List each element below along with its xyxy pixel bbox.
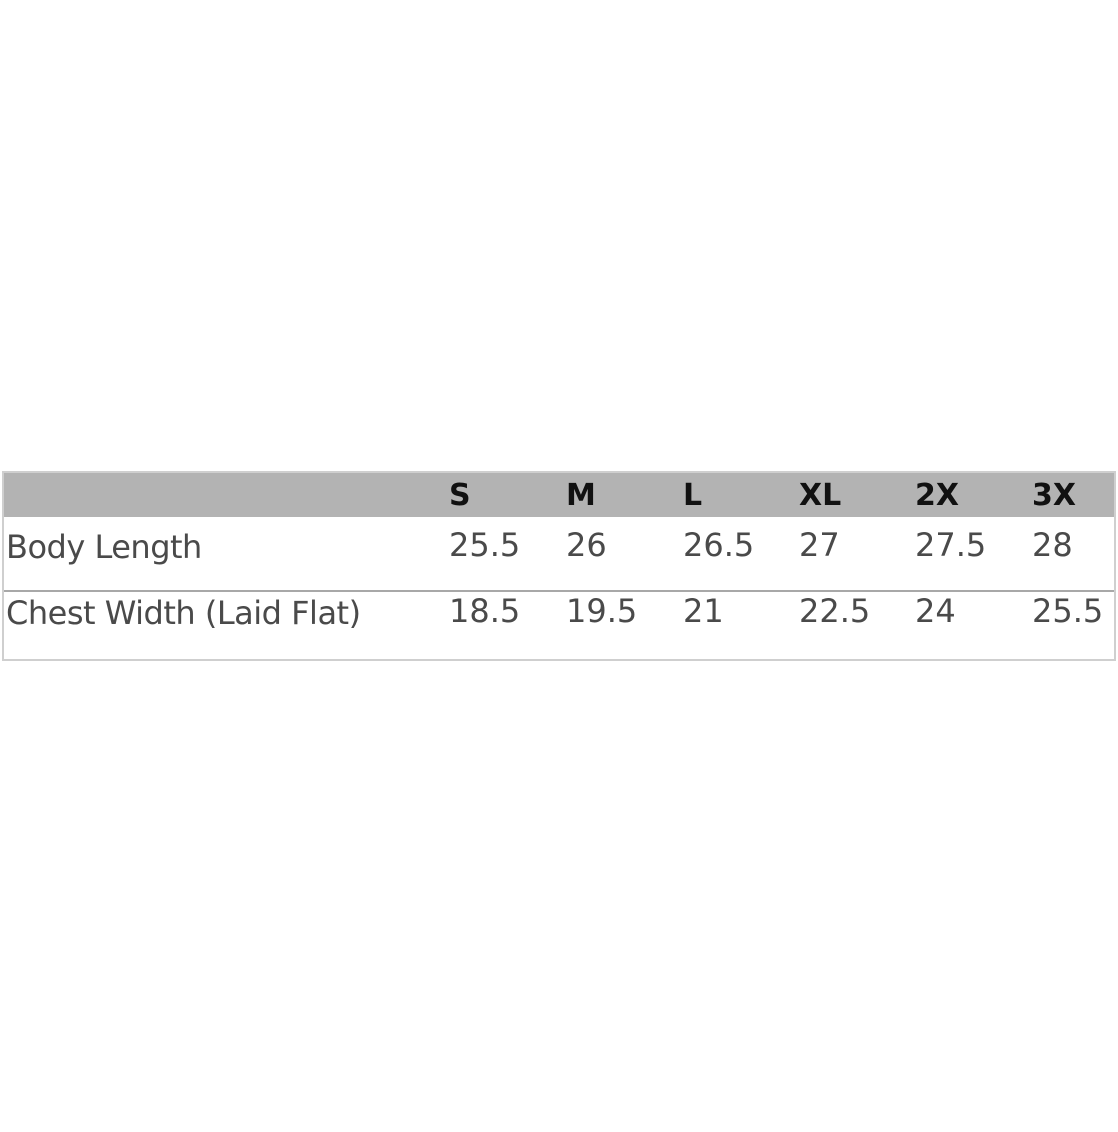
size-value: 25.5 — [449, 526, 521, 564]
row-label: Body Length — [6, 528, 202, 566]
size-value: 24 — [915, 592, 956, 630]
size-value: 26.5 — [683, 526, 755, 564]
size-value: 19.5 — [566, 592, 638, 630]
column-header: M — [566, 478, 596, 513]
column-header: XL — [799, 478, 842, 513]
size-value: 25.5 — [1032, 592, 1104, 630]
column-header: S — [449, 478, 471, 513]
size-value: 22.5 — [799, 592, 871, 630]
row-divider — [4, 590, 1114, 592]
size-value: 21 — [683, 592, 724, 630]
column-header: L — [683, 478, 703, 513]
size-value: 26 — [566, 526, 607, 564]
size-value: 27.5 — [915, 526, 987, 564]
size-value: 28 — [1032, 526, 1073, 564]
row-label: Chest Width (Laid Flat) — [6, 594, 361, 632]
column-header: 2X — [915, 478, 960, 513]
header-row — [4, 473, 1114, 517]
size-value: 27 — [799, 526, 840, 564]
size-table: S M L XL 2X 3X Body Length 25.5 26 26.5 27 27.5 28 Ch… — [2, 471, 1116, 661]
size-value: 18.5 — [449, 592, 521, 630]
column-header: 3X — [1032, 478, 1077, 513]
